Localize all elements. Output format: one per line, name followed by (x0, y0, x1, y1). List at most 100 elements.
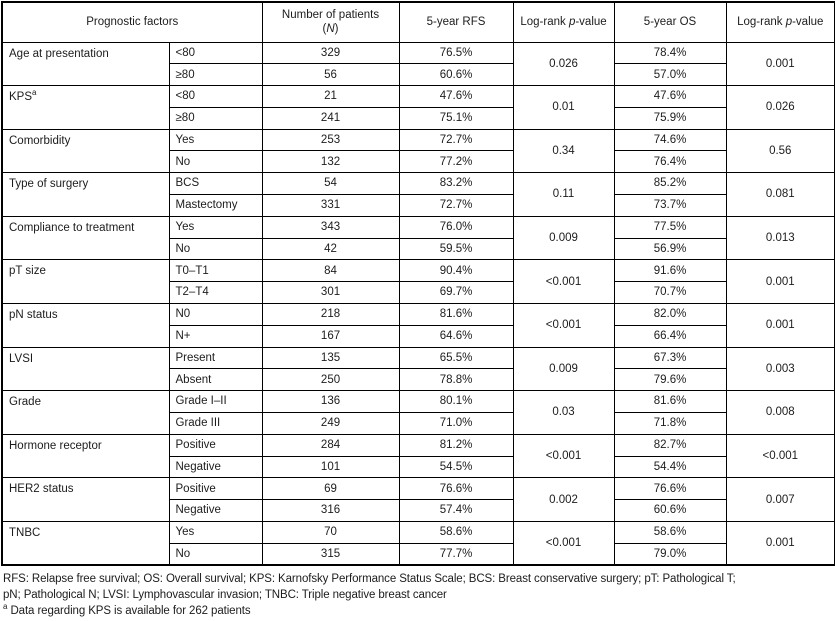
cell-os-percent: 85.2% (613, 172, 727, 196)
col-header-logrank-p-os: Log-rank p-value (725, 1, 835, 43)
table-row: No 315 77.7% 79.0% (2, 542, 835, 566)
cell-os-percent: 76.4% (613, 150, 727, 174)
cell-subcategory: N0 (168, 303, 263, 326)
cell-logrank-p-rfs: <0.001 (512, 259, 615, 305)
cell-os-percent: 67.3% (613, 346, 727, 370)
table-row: Hormone receptor Positive 284 81.2% <0.001 82… (1, 433, 835, 479)
cell-rfs-percent: 69.7% (398, 281, 514, 305)
cell-os-percent: 58.6% (613, 521, 727, 544)
table-row: N+ 167 64.6% 66.4% (2, 324, 835, 348)
table-row: Grade Grade I–II 136 80.1% 0.03 81.6% 0.008 (1, 390, 835, 435)
col-header-number-of-patients-line1: Number of patients (281, 8, 380, 21)
cell-os-percent: 70.7% (613, 281, 727, 305)
cell-os-percent: 74.6% (613, 128, 727, 152)
cell-subcategory: Grade I–II (168, 390, 263, 414)
cell-factor: TNBC (1, 521, 170, 566)
cell-patient-count: 316 (261, 499, 400, 523)
cell-patient-count: 101 (261, 455, 400, 479)
cell-logrank-p-rfs: <0.001 (512, 303, 615, 348)
cell-os-percent: 66.4% (613, 324, 727, 348)
cell-logrank-p-rfs: 0.009 (512, 346, 615, 392)
table-row: No 132 77.2% 76.4% (2, 150, 835, 174)
col-header-number-of-patients: Number of patients (N) (261, 1, 400, 43)
cell-factor: KPSa (1, 85, 170, 130)
cell-subcategory: <80 (168, 85, 263, 108)
cell-rfs-percent: 75.1% (398, 106, 514, 130)
cell-subcategory: T0–T1 (168, 259, 263, 283)
cell-rfs-percent: 59.5% (398, 237, 514, 261)
cell-factor: Age at presentation (1, 41, 170, 87)
cell-subcategory: BCS (168, 172, 263, 196)
col-header-5-year-rfs: 5-year RFS (398, 1, 514, 43)
cell-rfs-percent: 64.6% (398, 324, 514, 348)
footnote-kps-superscript: a (3, 602, 8, 612)
cell-logrank-p-rfs: <0.001 (512, 433, 615, 479)
cell-rfs-percent: 80.1% (398, 390, 514, 414)
cell-patient-count: 331 (261, 194, 400, 217)
cell-logrank-p-rfs: <0.001 (512, 521, 615, 566)
cell-rfs-percent: 77.2% (398, 150, 514, 174)
cell-logrank-p-os: 0.001 (725, 303, 835, 348)
cell-rfs-percent: 65.5% (398, 346, 514, 370)
cell-logrank-p-os: <0.001 (725, 433, 835, 479)
cell-subcategory: Negative (168, 499, 263, 523)
cell-logrank-p-os: 0.026 (725, 85, 835, 130)
cell-logrank-p-os: 0.001 (725, 41, 835, 87)
cell-factor: LVSI (1, 346, 170, 392)
cell-patient-count: 241 (261, 106, 400, 130)
cell-os-percent: 76.6% (613, 477, 727, 501)
cell-subcategory: Yes (168, 215, 263, 239)
cell-logrank-p-os: 0.001 (725, 259, 835, 305)
table-row: Negative 101 54.5% 54.4% (2, 455, 835, 479)
cell-rfs-percent: 77.7% (398, 542, 514, 566)
table-row: Grade III 249 71.0% 71.8% (2, 412, 835, 435)
cell-factor: Hormone receptor (1, 433, 170, 479)
cell-rfs-percent: 90.4% (398, 259, 514, 283)
cell-logrank-p-rfs: 0.34 (512, 128, 615, 174)
cell-rfs-percent: 72.7% (398, 194, 514, 217)
cell-patient-count: 167 (261, 324, 400, 348)
cell-patient-count: 218 (261, 303, 400, 326)
footnote-kps-text: Data regarding KPS is available for 262 … (7, 605, 251, 618)
cell-os-percent: 54.4% (613, 455, 727, 479)
cell-logrank-p-os: 0.081 (725, 172, 835, 217)
cell-subcategory: ≥80 (168, 63, 263, 87)
cell-os-percent: 79.6% (613, 368, 727, 392)
cell-os-percent: 57.0% (613, 63, 727, 87)
cell-rfs-percent: 57.4% (398, 499, 514, 523)
table-row: No 42 59.5% 56.9% (2, 237, 835, 261)
cell-rfs-percent: 60.6% (398, 63, 514, 87)
cell-subcategory: Yes (168, 128, 263, 152)
cell-rfs-percent: 78.8% (398, 368, 514, 392)
cell-rfs-percent: 72.7% (398, 128, 514, 152)
cell-rfs-percent: 47.6% (398, 85, 514, 108)
cell-subcategory: Present (168, 346, 263, 370)
footnote-abbreviations-line2: pN; Pathological N; LVSI: Lymphovascular… (3, 589, 447, 602)
cell-patient-count: 69 (261, 477, 400, 501)
cell-os-percent: 78.4% (613, 41, 727, 65)
prognostic-factors-table: Prognostic factors Number of patients (N)… (1, 1, 835, 567)
cell-os-percent: 82.0% (613, 303, 727, 326)
table-row: ≥80 56 60.6% 57.0% (2, 63, 835, 87)
cell-rfs-percent: 81.6% (398, 303, 514, 326)
cell-os-percent: 79.0% (613, 542, 727, 566)
cell-patient-count: 249 (261, 412, 400, 435)
cell-subcategory: No (168, 237, 263, 261)
cell-os-percent: 56.9% (613, 237, 727, 261)
cell-logrank-p-rfs: 0.03 (512, 390, 615, 435)
cell-patient-count: 250 (261, 368, 400, 392)
cell-patient-count: 135 (261, 346, 400, 370)
cell-os-percent: 73.7% (613, 194, 727, 217)
cell-rfs-percent: 81.2% (398, 433, 514, 457)
cell-rfs-percent: 54.5% (398, 455, 514, 479)
cell-os-percent: 77.5% (613, 215, 727, 239)
table-body: Age at presentation <80 329 76.5% 0.026 78.4%… (1, 41, 835, 566)
cell-patient-count: 329 (261, 41, 400, 65)
table-row: LVSI Present 135 65.5% 0.009 67.3% 0.003 (1, 346, 835, 392)
cell-os-percent: 82.7% (613, 433, 727, 457)
cell-os-percent: 60.6% (613, 499, 727, 523)
cell-patient-count: 132 (261, 150, 400, 174)
cell-subcategory: Positive (168, 477, 263, 501)
cell-subcategory: Absent (168, 368, 263, 392)
cell-patient-count: 343 (261, 215, 400, 239)
